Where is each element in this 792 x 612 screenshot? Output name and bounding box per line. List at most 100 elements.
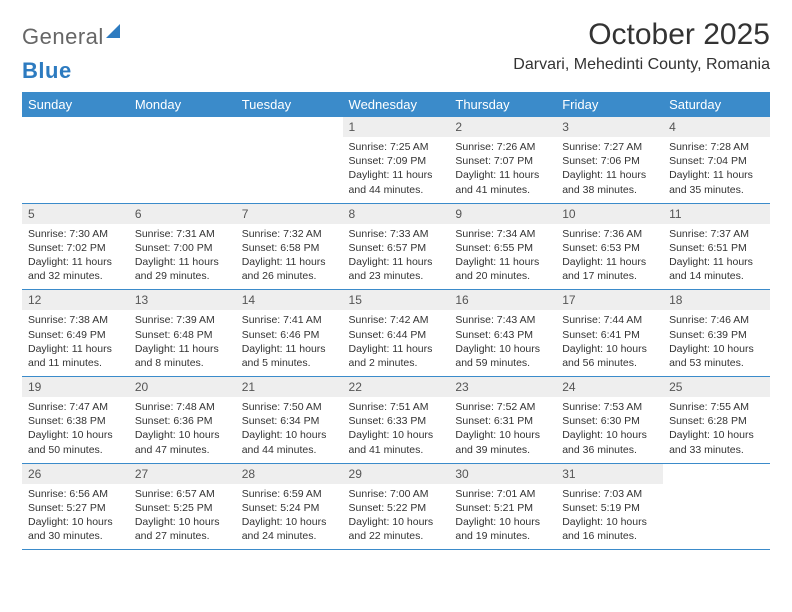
calendar-cell: 6Sunrise: 7:31 AMSunset: 7:00 PMDaylight… [129, 203, 236, 290]
day-body: Sunrise: 7:52 AMSunset: 6:31 PMDaylight:… [449, 397, 556, 463]
calendar-cell: 12Sunrise: 7:38 AMSunset: 6:49 PMDayligh… [22, 290, 129, 377]
day-body: Sunrise: 7:44 AMSunset: 6:41 PMDaylight:… [556, 310, 663, 376]
day-body: Sunrise: 7:51 AMSunset: 6:33 PMDaylight:… [343, 397, 450, 463]
day-body: Sunrise: 7:36 AMSunset: 6:53 PMDaylight:… [556, 224, 663, 290]
calendar-cell: 25Sunrise: 7:55 AMSunset: 6:28 PMDayligh… [663, 377, 770, 464]
month-title: October 2025 [513, 18, 770, 52]
day-number: 16 [449, 290, 556, 310]
day-number: 5 [22, 204, 129, 224]
calendar-cell: 29Sunrise: 7:00 AMSunset: 5:22 PMDayligh… [343, 463, 450, 550]
calendar-cell: 31Sunrise: 7:03 AMSunset: 5:19 PMDayligh… [556, 463, 663, 550]
day-body: Sunrise: 6:57 AMSunset: 5:25 PMDaylight:… [129, 484, 236, 550]
day-number: 13 [129, 290, 236, 310]
day-body: Sunrise: 7:48 AMSunset: 6:36 PMDaylight:… [129, 397, 236, 463]
day-number: 2 [449, 117, 556, 137]
calendar-cell: 19Sunrise: 7:47 AMSunset: 6:38 PMDayligh… [22, 377, 129, 464]
day-body: Sunrise: 7:28 AMSunset: 7:04 PMDaylight:… [663, 137, 770, 203]
calendar-cell: 15Sunrise: 7:42 AMSunset: 6:44 PMDayligh… [343, 290, 450, 377]
day-number: 11 [663, 204, 770, 224]
day-body: Sunrise: 7:30 AMSunset: 7:02 PMDaylight:… [22, 224, 129, 290]
calendar-cell [663, 463, 770, 550]
day-body: Sunrise: 7:31 AMSunset: 7:00 PMDaylight:… [129, 224, 236, 290]
calendar-cell: 18Sunrise: 7:46 AMSunset: 6:39 PMDayligh… [663, 290, 770, 377]
day-number: 3 [556, 117, 663, 137]
day-body: Sunrise: 6:56 AMSunset: 5:27 PMDaylight:… [22, 484, 129, 550]
day-body: Sunrise: 7:38 AMSunset: 6:49 PMDaylight:… [22, 310, 129, 376]
day-number: 28 [236, 464, 343, 484]
calendar-cell: 5Sunrise: 7:30 AMSunset: 7:02 PMDaylight… [22, 203, 129, 290]
day-number: 30 [449, 464, 556, 484]
day-body: Sunrise: 7:41 AMSunset: 6:46 PMDaylight:… [236, 310, 343, 376]
day-number: 9 [449, 204, 556, 224]
day-number: 25 [663, 377, 770, 397]
day-body: Sunrise: 7:37 AMSunset: 6:51 PMDaylight:… [663, 224, 770, 290]
day-body: Sunrise: 7:33 AMSunset: 6:57 PMDaylight:… [343, 224, 450, 290]
day-body: Sunrise: 7:53 AMSunset: 6:30 PMDaylight:… [556, 397, 663, 463]
day-number: 10 [556, 204, 663, 224]
calendar-cell: 7Sunrise: 7:32 AMSunset: 6:58 PMDaylight… [236, 203, 343, 290]
day-body: Sunrise: 6:59 AMSunset: 5:24 PMDaylight:… [236, 484, 343, 550]
day-number: 31 [556, 464, 663, 484]
day-number: 19 [22, 377, 129, 397]
calendar-cell: 27Sunrise: 6:57 AMSunset: 5:25 PMDayligh… [129, 463, 236, 550]
day-body: Sunrise: 7:42 AMSunset: 6:44 PMDaylight:… [343, 310, 450, 376]
day-number: 4 [663, 117, 770, 137]
calendar-cell: 26Sunrise: 6:56 AMSunset: 5:27 PMDayligh… [22, 463, 129, 550]
weekday-header: Monday [129, 92, 236, 117]
calendar-cell [236, 117, 343, 203]
day-body: Sunrise: 7:27 AMSunset: 7:06 PMDaylight:… [556, 137, 663, 203]
logo-text-1: General [22, 24, 104, 50]
day-number: 12 [22, 290, 129, 310]
day-number: 22 [343, 377, 450, 397]
calendar-cell [22, 117, 129, 203]
calendar-cell: 22Sunrise: 7:51 AMSunset: 6:33 PMDayligh… [343, 377, 450, 464]
day-number: 23 [449, 377, 556, 397]
calendar-cell: 8Sunrise: 7:33 AMSunset: 6:57 PMDaylight… [343, 203, 450, 290]
day-body: Sunrise: 7:00 AMSunset: 5:22 PMDaylight:… [343, 484, 450, 550]
weekday-header: Friday [556, 92, 663, 117]
day-number: 6 [129, 204, 236, 224]
calendar-cell: 11Sunrise: 7:37 AMSunset: 6:51 PMDayligh… [663, 203, 770, 290]
day-number: 15 [343, 290, 450, 310]
day-number: 17 [556, 290, 663, 310]
calendar-cell: 30Sunrise: 7:01 AMSunset: 5:21 PMDayligh… [449, 463, 556, 550]
calendar-head: SundayMondayTuesdayWednesdayThursdayFrid… [22, 92, 770, 117]
calendar-cell [129, 117, 236, 203]
calendar-body: 1Sunrise: 7:25 AMSunset: 7:09 PMDaylight… [22, 117, 770, 550]
day-body: Sunrise: 7:46 AMSunset: 6:39 PMDaylight:… [663, 310, 770, 376]
day-body: Sunrise: 7:32 AMSunset: 6:58 PMDaylight:… [236, 224, 343, 290]
day-number: 14 [236, 290, 343, 310]
calendar-cell: 21Sunrise: 7:50 AMSunset: 6:34 PMDayligh… [236, 377, 343, 464]
calendar-cell: 4Sunrise: 7:28 AMSunset: 7:04 PMDaylight… [663, 117, 770, 203]
day-number: 26 [22, 464, 129, 484]
calendar-cell: 24Sunrise: 7:53 AMSunset: 6:30 PMDayligh… [556, 377, 663, 464]
logo-text-2: Blue [22, 58, 72, 84]
title-block: October 2025 Darvari, Mehedinti County, … [513, 18, 770, 74]
calendar-cell: 3Sunrise: 7:27 AMSunset: 7:06 PMDaylight… [556, 117, 663, 203]
day-body: Sunrise: 7:55 AMSunset: 6:28 PMDaylight:… [663, 397, 770, 463]
calendar-cell: 2Sunrise: 7:26 AMSunset: 7:07 PMDaylight… [449, 117, 556, 203]
sail-icon [106, 24, 120, 38]
calendar-cell: 14Sunrise: 7:41 AMSunset: 6:46 PMDayligh… [236, 290, 343, 377]
calendar-cell: 16Sunrise: 7:43 AMSunset: 6:43 PMDayligh… [449, 290, 556, 377]
day-body: Sunrise: 7:25 AMSunset: 7:09 PMDaylight:… [343, 137, 450, 203]
day-number: 27 [129, 464, 236, 484]
calendar-cell: 17Sunrise: 7:44 AMSunset: 6:41 PMDayligh… [556, 290, 663, 377]
day-number: 7 [236, 204, 343, 224]
day-number: 18 [663, 290, 770, 310]
day-number: 8 [343, 204, 450, 224]
calendar-cell: 9Sunrise: 7:34 AMSunset: 6:55 PMDaylight… [449, 203, 556, 290]
day-number: 24 [556, 377, 663, 397]
location: Darvari, Mehedinti County, Romania [513, 56, 770, 74]
weekday-header: Wednesday [343, 92, 450, 117]
weekday-header: Thursday [449, 92, 556, 117]
day-number: 29 [343, 464, 450, 484]
calendar-cell: 13Sunrise: 7:39 AMSunset: 6:48 PMDayligh… [129, 290, 236, 377]
calendar-cell: 23Sunrise: 7:52 AMSunset: 6:31 PMDayligh… [449, 377, 556, 464]
calendar-cell: 10Sunrise: 7:36 AMSunset: 6:53 PMDayligh… [556, 203, 663, 290]
day-number: 1 [343, 117, 450, 137]
day-number: 21 [236, 377, 343, 397]
day-body: Sunrise: 7:47 AMSunset: 6:38 PMDaylight:… [22, 397, 129, 463]
day-number: 20 [129, 377, 236, 397]
weekday-header: Tuesday [236, 92, 343, 117]
